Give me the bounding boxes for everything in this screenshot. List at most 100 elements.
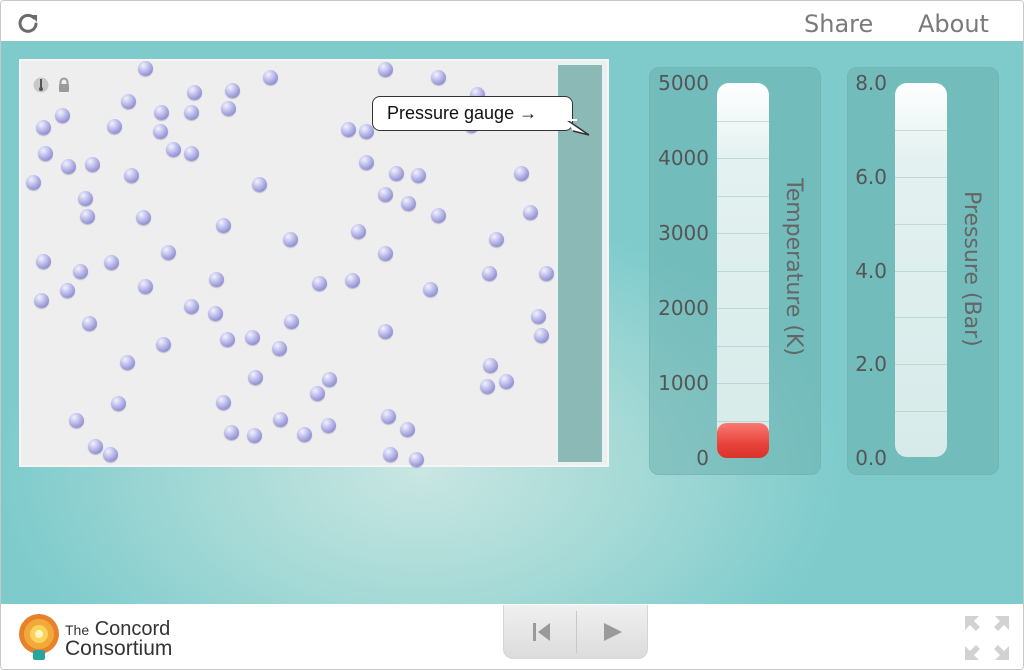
gas-molecule [119,354,135,370]
lock-icon [59,77,69,92]
gas-molecule [183,104,199,120]
gas-molecule [224,82,240,98]
controls-divider [576,611,577,653]
gas-molecule [296,426,312,442]
temperature-gridline [717,233,769,234]
temperature-tick-label: 0 [696,446,709,470]
pressure-tick-label: 2.0 [855,352,887,377]
temperature-gridline [717,383,769,384]
gas-molecule [388,165,404,181]
gas-molecule [152,123,168,139]
gas-molecule [399,421,415,437]
gas-molecule [79,208,95,224]
gas-molecule [35,253,51,269]
gas-molecule [103,254,119,270]
pressure-gauge-tube [895,83,947,457]
gas-molecule [309,385,325,401]
gas-molecule [215,394,231,410]
pressure-tick-label: 8.0 [855,71,887,95]
gas-molecule [533,327,549,343]
pressure-gridline [895,129,947,131]
gas-molecule [272,411,288,427]
reset-button[interactable] [504,605,576,659]
gas-molecule [482,357,498,373]
gas-molecule [223,424,239,440]
gas-molecule [282,231,298,247]
pressure-tick-label: 0.0 [855,446,887,470]
temperature-gridline [717,345,769,347]
step-back-icon [533,623,550,641]
temperature-gridline [717,120,769,122]
play-icon [604,623,622,641]
pressure-gridline [895,223,947,225]
gas-molecule [215,217,231,233]
top-bar: Share About [1,1,1023,41]
callout-text: Pressure gauge → [387,103,538,123]
temperature-gridline [717,158,769,159]
fullscreen-icon[interactable] [963,614,1011,662]
temperature-tick-label: 2000 [658,296,709,320]
play-button[interactable] [577,605,649,659]
gas-molecule [207,305,223,321]
gas-molecule [54,107,70,123]
gas-molecule [183,145,199,161]
temperature-tick-label: 3000 [658,221,709,245]
simulation-stage: Pressure gauge → 5000 4000 3000 2000 1000 0 T… [1,41,1023,604]
gas-molecule [72,263,88,279]
logo-text-line2: Consortium [65,637,173,660]
pressure-gridline [895,270,947,272]
temperature-gridline [717,420,769,422]
temperature-gridline [717,308,769,309]
gas-molecule [400,195,416,211]
gas-molecule [320,417,336,433]
pressure-gridline [895,176,947,178]
reload-icon[interactable] [17,12,39,34]
gas-molecule [377,61,393,77]
gas-molecule [538,265,554,281]
temperature-gridline [717,270,769,272]
gas-molecule [35,119,51,135]
pressure-axis-label: Pressure (Bar) [959,191,984,347]
temperature-slider-thumb[interactable] [717,423,769,458]
logo-text-line1: The Concord [65,618,171,640]
pressure-gridline [895,364,947,366]
gas-molecule [153,104,169,120]
gas-molecule [382,446,398,462]
gas-molecule [120,93,136,109]
pressure-gridline [895,411,947,413]
gas-molecule [165,141,181,157]
gas-molecule [102,446,118,462]
gas-molecule [530,308,546,324]
gas-molecule [155,336,171,352]
gas-molecule [219,331,235,347]
gas-molecule [488,231,504,247]
temperature-tick-label: 4000 [658,146,709,170]
share-link[interactable]: Share [804,10,874,38]
gas-molecule [513,165,529,181]
gas-molecule [68,412,84,428]
gas-molecule [208,271,224,287]
pressure-tick-label: 6.0 [855,164,887,189]
gas-molecule [344,272,360,288]
gas-molecule [81,315,97,331]
gas-molecule [350,223,366,239]
gas-molecule [522,204,538,220]
callout-tail [567,119,590,136]
gas-molecule [37,145,53,161]
gas-molecule [246,427,262,443]
gas-molecule [244,329,260,345]
temperature-slider-track[interactable] [717,83,769,457]
concord-logo [19,614,59,660]
gas-molecule [247,369,263,385]
gas-molecule [106,118,122,134]
pressure-gridline [895,317,947,319]
gas-molecule [311,275,327,291]
gas-molecule [380,408,396,424]
gas-molecule [358,123,374,139]
playback-controls [503,605,648,659]
gas-molecule [422,281,438,297]
temperature-tick-label: 1000 [658,371,709,395]
about-link[interactable]: About [918,10,989,38]
gas-molecule [262,69,278,85]
